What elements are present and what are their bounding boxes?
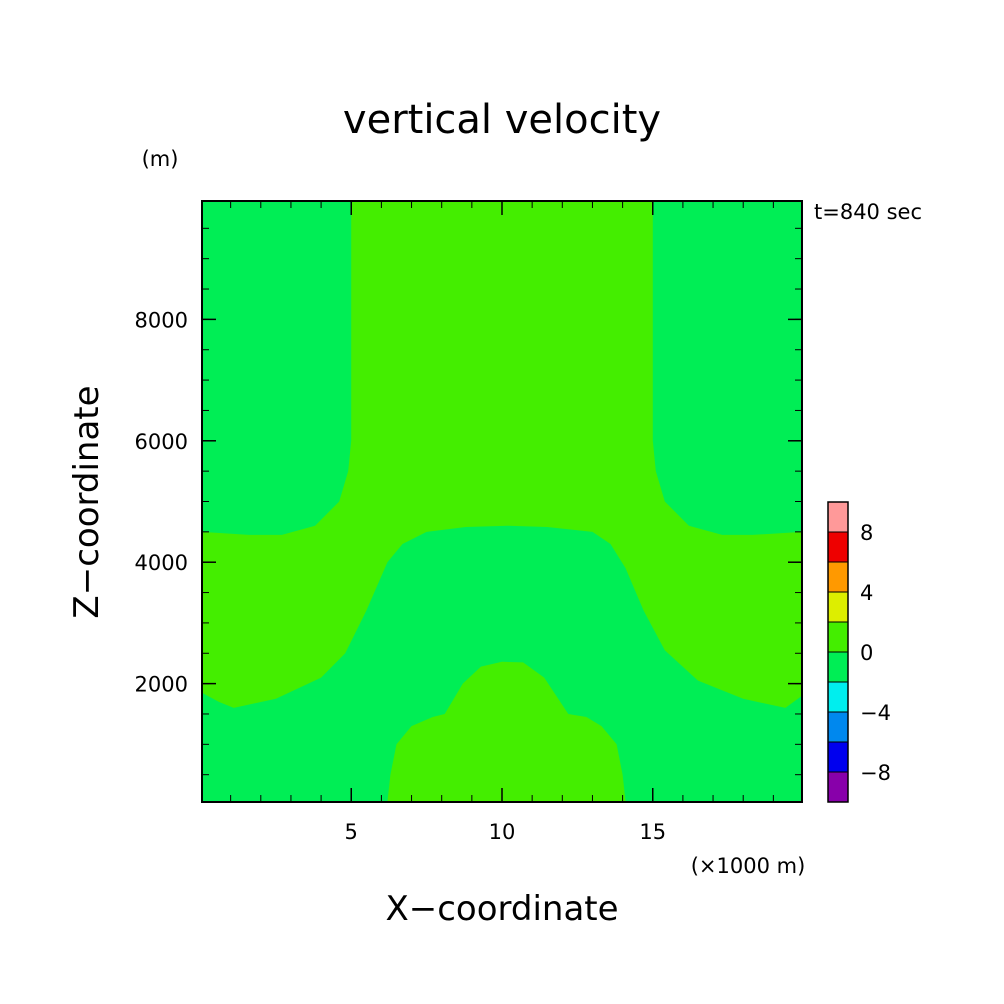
colorbar: −8 −4 0 4 8 bbox=[827, 501, 891, 803]
colorbar-cell bbox=[827, 591, 849, 623]
y-tick-label: 8000 bbox=[135, 308, 188, 332]
colorbar-frame bbox=[827, 501, 849, 803]
x-tick-label: 5 bbox=[345, 820, 358, 844]
contour-region-1 bbox=[202, 201, 802, 708]
colorbar-cell bbox=[827, 531, 849, 563]
colorbar-cell bbox=[827, 501, 849, 533]
colorbar-cells bbox=[827, 501, 849, 803]
x-unit-label: (×1000 m) bbox=[691, 854, 806, 878]
colorbar-cell bbox=[827, 741, 849, 773]
colorbar-cell bbox=[827, 621, 849, 653]
y-tick-labels: 2000 4000 6000 8000 bbox=[135, 308, 188, 696]
colorbar-tick-label: 4 bbox=[860, 581, 873, 605]
plot-frame bbox=[201, 200, 803, 803]
major-ticks bbox=[202, 201, 802, 802]
x-tick-label: 10 bbox=[489, 820, 516, 844]
colorbar-tick-label: −4 bbox=[860, 701, 891, 725]
colorbar-cell bbox=[827, 711, 849, 743]
colorbar-cell bbox=[827, 771, 849, 803]
y-axis-label: Z−coordinate bbox=[67, 385, 107, 618]
plot-area bbox=[201, 200, 803, 803]
chart-title: vertical velocity bbox=[343, 97, 661, 143]
colorbar-cell bbox=[827, 561, 849, 593]
time-label: t=840 sec bbox=[814, 200, 922, 224]
colorbar-tick-label: −8 bbox=[860, 761, 891, 785]
x-tick-label: 15 bbox=[639, 820, 666, 844]
contour-regions bbox=[202, 201, 802, 802]
y-tick-label: 6000 bbox=[135, 430, 188, 454]
y-tick-label: 4000 bbox=[135, 551, 188, 575]
x-tick-labels: 5 10 15 bbox=[345, 820, 667, 844]
colorbar-cell bbox=[827, 651, 849, 683]
colorbar-labels: −8 −4 0 4 8 bbox=[860, 521, 891, 785]
colorbar-cell bbox=[827, 681, 849, 713]
colorbar-tick-label: 8 bbox=[860, 521, 873, 545]
y-tick-label: 2000 bbox=[135, 673, 188, 697]
y-unit-label: (m) bbox=[142, 147, 179, 171]
colorbar-tick-label: 0 bbox=[860, 641, 873, 665]
contour-region-2 bbox=[387, 661, 626, 802]
x-axis-label: X−coordinate bbox=[385, 889, 618, 929]
